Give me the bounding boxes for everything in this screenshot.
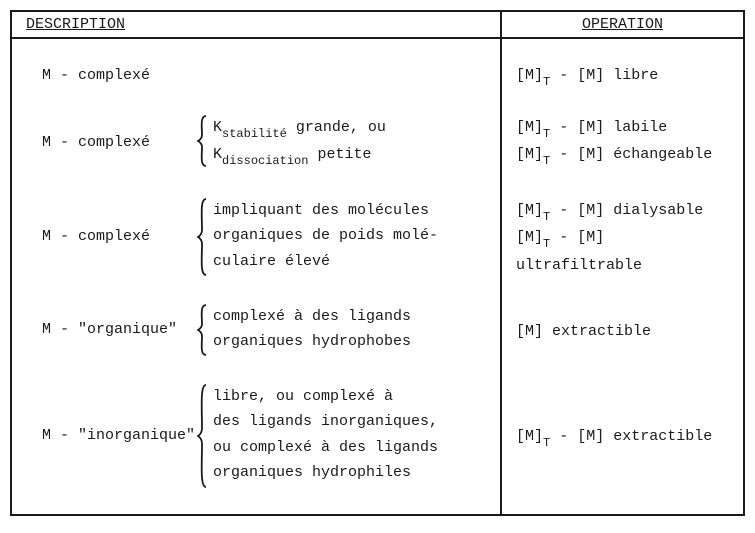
- table-row: M - "organique" complexé à des ligands o…: [42, 304, 480, 356]
- op-suffix: ultrafiltrable: [516, 257, 642, 274]
- row-detail-text: libre, ou complexé à des ligands inorgan…: [213, 384, 438, 488]
- k-sub: stabilité: [222, 127, 287, 141]
- description-column: M - complexé M - complexé Kstabilité gra…: [12, 39, 502, 514]
- op-suffix: extractible: [613, 428, 712, 445]
- header-description-cell: DESCRIPTION: [12, 12, 502, 37]
- row-detail-text: complexé à des ligands organiques hydrop…: [213, 304, 411, 356]
- brace-icon: [197, 384, 207, 488]
- row-label: M - complexé: [42, 134, 197, 151]
- row-label: M - complexé: [42, 67, 197, 84]
- header-operation-label: OPERATION: [582, 16, 663, 33]
- op-suffix: échangeable: [613, 146, 712, 163]
- table-row: M - complexé: [42, 63, 480, 87]
- row-label: M - "organique": [42, 321, 197, 338]
- row-detail: Kstabilité grande, ou Kdissociation peti…: [197, 115, 386, 170]
- detail-line: complexé à des ligands: [213, 304, 411, 330]
- m-total: [M]: [516, 428, 543, 445]
- op-dash: - [M]: [550, 146, 613, 163]
- op-dash: - [M]: [550, 202, 613, 219]
- detail-line: des ligands inorganiques,: [213, 409, 438, 435]
- m-sub: T: [543, 154, 550, 168]
- k-rest: petite: [308, 146, 371, 163]
- row-label: M - complexé: [42, 228, 197, 245]
- row-detail: impliquant des molécules organiques de p…: [197, 198, 438, 276]
- op-dash: - [M]: [550, 428, 613, 445]
- m-total: [M]: [516, 67, 543, 84]
- brace-icon: [197, 198, 207, 276]
- detail-line: ou complexé à des ligands: [213, 435, 438, 461]
- row-detail-text: Kstabilité grande, ou Kdissociation peti…: [213, 115, 386, 170]
- operation-cell: [M]T - [M] dialysable [M]T - [M] ultrafi…: [516, 198, 733, 278]
- m-total: [M]: [516, 229, 543, 246]
- table-header-row: DESCRIPTION OPERATION: [12, 12, 743, 39]
- m-sub: T: [543, 210, 550, 224]
- m-sub: T: [543, 436, 550, 450]
- operation-cell: [M]T - [M] extractible: [516, 386, 733, 490]
- table-frame: DESCRIPTION OPERATION M - complexé M - c…: [10, 10, 745, 516]
- op-dash: - [M]: [550, 67, 613, 84]
- m-total: [M]: [516, 146, 543, 163]
- operation-cell: [M]T - [M] labile [M]T - [M] échangeable: [516, 115, 733, 170]
- table-row: M - "inorganique" libre, ou complexé à d…: [42, 384, 480, 488]
- table-row: M - complexé Kstabilité grande, ou Kdiss…: [42, 115, 480, 170]
- op-suffix: labile: [613, 119, 667, 136]
- op-text: [M] extractible: [516, 319, 651, 345]
- brace-icon: [197, 304, 207, 356]
- table-row: M - complexé impliquant des molécules or…: [42, 198, 480, 276]
- row-label: M - "inorganique": [42, 427, 197, 444]
- op-dash: - [M]: [550, 229, 604, 246]
- detail-line: culaire élevé: [213, 249, 438, 275]
- k-symbol: K: [213, 146, 222, 163]
- header-operation-cell: OPERATION: [502, 12, 743, 37]
- operation-cell: [M] extractible: [516, 306, 733, 358]
- op-suffix: dialysable: [613, 202, 703, 219]
- detail-line: impliquant des molécules: [213, 198, 438, 224]
- row-detail: libre, ou complexé à des ligands inorgan…: [197, 384, 438, 488]
- table-body-row: M - complexé M - complexé Kstabilité gra…: [12, 39, 743, 514]
- operation-cell: [M]T - [M] libre: [516, 63, 733, 87]
- k-rest: grande, ou: [287, 119, 386, 136]
- detail-line: organiques hydrophiles: [213, 460, 438, 486]
- op-suffix: libre: [613, 67, 658, 84]
- k-symbol: K: [213, 119, 222, 136]
- header-description-label: DESCRIPTION: [26, 16, 125, 33]
- row-detail-text: impliquant des molécules organiques de p…: [213, 198, 438, 276]
- m-sub: T: [543, 75, 550, 89]
- operation-column: [M]T - [M] libre [M]T - [M] labile [M]T …: [502, 39, 743, 514]
- row-detail: complexé à des ligands organiques hydrop…: [197, 304, 411, 356]
- detail-line: organiques hydrophobes: [213, 329, 411, 355]
- brace-icon: [197, 115, 207, 170]
- op-dash: - [M]: [550, 119, 613, 136]
- m-total: [M]: [516, 202, 543, 219]
- detail-line: libre, ou complexé à: [213, 384, 438, 410]
- m-total: [M]: [516, 119, 543, 136]
- k-sub: dissociation: [222, 154, 308, 168]
- m-sub: T: [543, 127, 550, 141]
- detail-line: organiques de poids molé-: [213, 223, 438, 249]
- m-sub: T: [543, 237, 550, 251]
